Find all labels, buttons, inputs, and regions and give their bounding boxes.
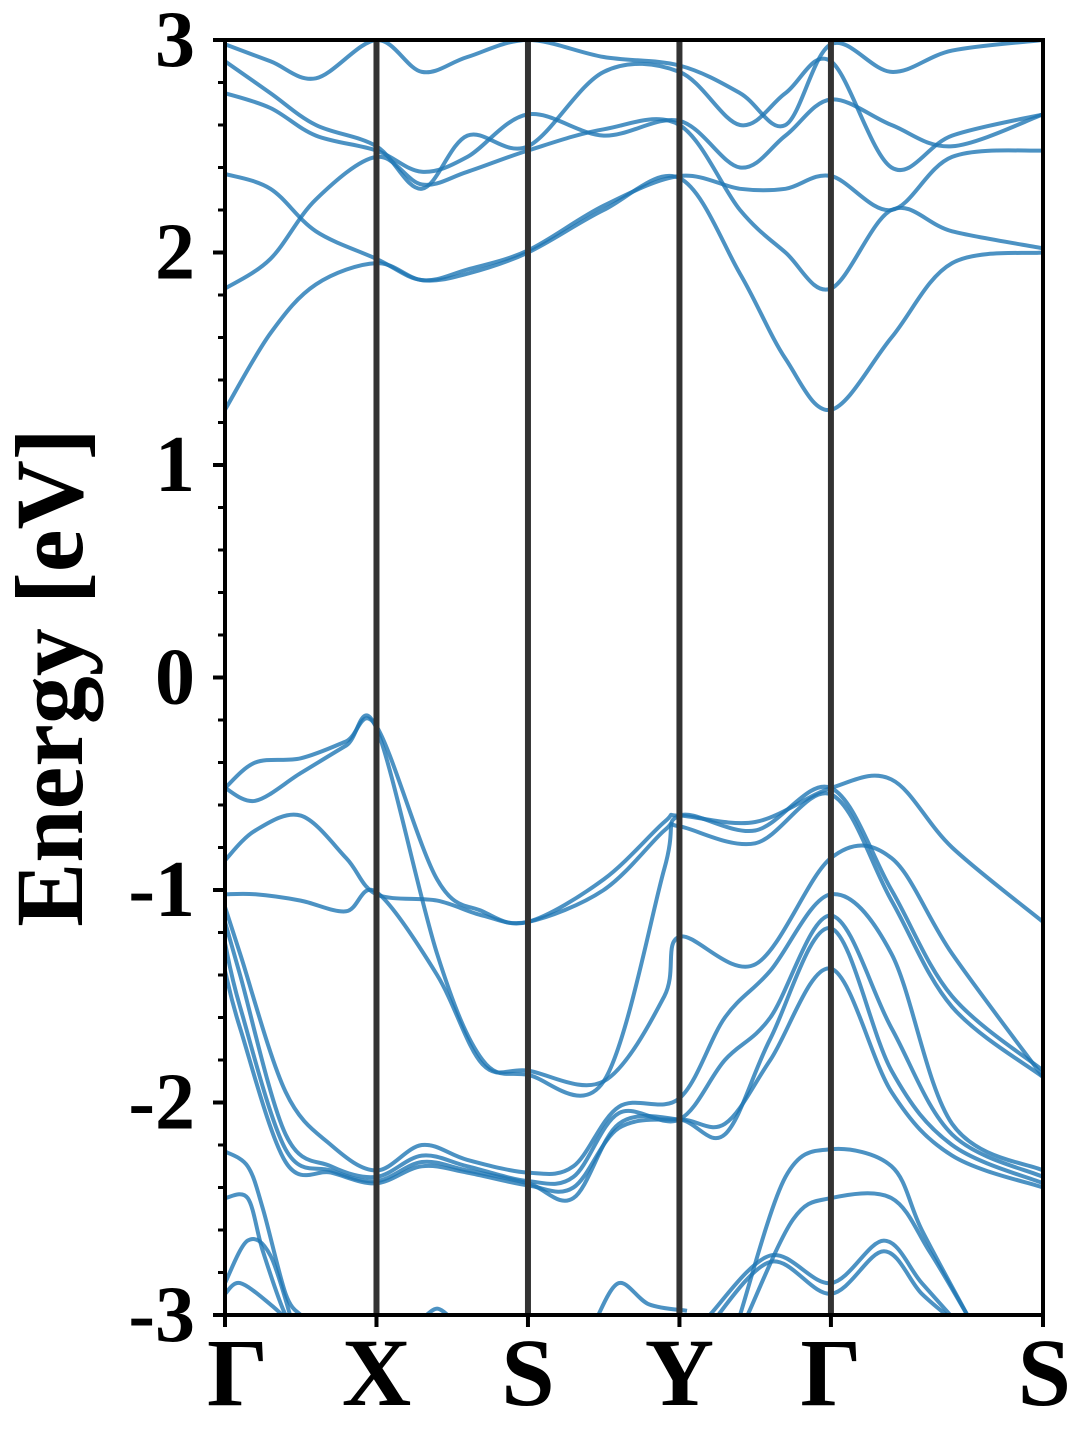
band-line-9 bbox=[225, 843, 1043, 1088]
band-line-22 bbox=[423, 1306, 451, 1315]
band-line-23 bbox=[596, 1281, 688, 1315]
x-tick-label: X bbox=[342, 1319, 411, 1426]
band-line-10 bbox=[225, 892, 1043, 1176]
y-tick-label: -2 bbox=[128, 1059, 195, 1147]
x-tick-label: S bbox=[1018, 1319, 1071, 1426]
band-line-15 bbox=[225, 1192, 288, 1315]
band-line-13 bbox=[225, 966, 1043, 1194]
band-line-3 bbox=[225, 91, 1043, 174]
band-line-8 bbox=[225, 791, 1043, 1079]
y-tick-label: 0 bbox=[155, 634, 195, 722]
y-axis-ticks: -3 -2 -1 0 1 2 3 bbox=[128, 0, 225, 1359]
y-tick-label: -3 bbox=[128, 1271, 195, 1359]
y-axis-label: Energy [eV] bbox=[0, 428, 103, 927]
band-line-1 bbox=[225, 117, 1043, 292]
x-tick-label: S bbox=[501, 1319, 554, 1426]
x-tick-label: Y bbox=[645, 1319, 714, 1426]
kpoint-dividers bbox=[373, 40, 834, 1315]
band-line-19 bbox=[745, 1191, 970, 1315]
x-tick-label: Γ bbox=[800, 1319, 861, 1426]
band-line-21 bbox=[715, 1249, 950, 1315]
band-line-16 bbox=[225, 1237, 293, 1315]
x-tick-label: Γ bbox=[207, 1319, 268, 1426]
band-line-14 bbox=[225, 1149, 303, 1315]
bands-group bbox=[225, 40, 1043, 1315]
band-line-18 bbox=[738, 1146, 970, 1315]
y-tick-label: 2 bbox=[155, 209, 195, 297]
band-line-6 bbox=[225, 716, 1043, 926]
y-tick-label: -1 bbox=[128, 846, 195, 934]
band-line-5 bbox=[225, 40, 1043, 129]
band-line-4 bbox=[225, 56, 1043, 191]
y-tick-label: 3 bbox=[155, 0, 195, 84]
band-line-2 bbox=[225, 148, 1043, 283]
band-line-20 bbox=[708, 1238, 953, 1315]
y-tick-label: 1 bbox=[155, 421, 195, 509]
band-line-11 bbox=[225, 913, 1043, 1186]
band-line-0 bbox=[225, 174, 1043, 412]
band-line-17 bbox=[225, 1280, 286, 1315]
